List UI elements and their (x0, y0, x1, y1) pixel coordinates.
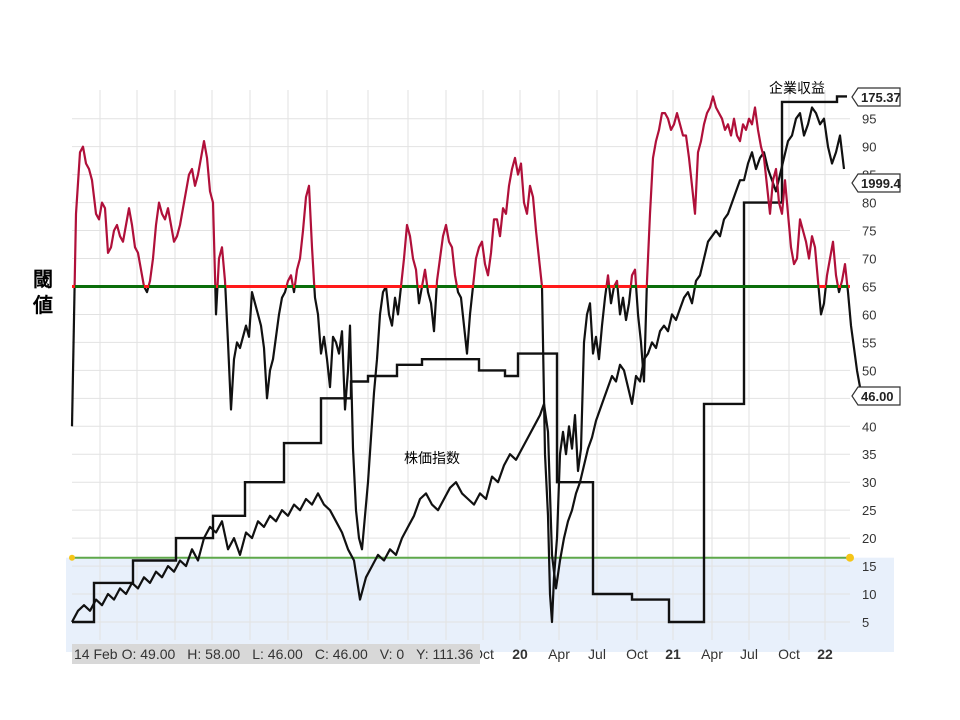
vix-below-threshold-segment (214, 286, 219, 316)
vix-below-threshold-segment (70, 286, 76, 427)
y-tick-label: 50 (862, 363, 876, 378)
y-tick-label: 70 (862, 252, 876, 267)
vix-below-threshold-segment (291, 286, 296, 294)
vix-below-threshold-segment (143, 285, 150, 294)
info-low: L: 46.00 (252, 646, 303, 662)
y-tick-label: 35 (862, 447, 876, 462)
y-tick-label: 60 (862, 307, 876, 322)
x-tick-label: Apr (548, 646, 570, 662)
y-tick-label: 10 (862, 587, 876, 602)
marker-layer (69, 553, 854, 562)
vix-below-threshold-segment (416, 286, 424, 305)
x-tick-label: 21 (665, 646, 681, 662)
band-marker-left (69, 554, 75, 561)
y-tick-label: 80 (862, 196, 876, 211)
vix-above-threshold-segment (629, 268, 638, 287)
vix-below-threshold-segment (836, 286, 842, 294)
stock-index-annotation: 株価指数 (404, 451, 460, 467)
vix-above-threshold-segment (293, 184, 316, 287)
vix-below-threshold-segment (635, 286, 648, 383)
y-tick-label: 5 (862, 615, 869, 630)
vix-above-threshold-segment (824, 240, 840, 287)
vix-above-threshold-segment (147, 140, 217, 287)
info-close: C: 46.00 (314, 646, 368, 662)
vix-below-threshold-segment (817, 286, 827, 316)
info-high: H: 58.00 (187, 646, 241, 662)
threshold-label-char-1: 閾 (33, 267, 53, 291)
band-marker-right (846, 553, 854, 562)
info-volume: V: 0 (379, 646, 405, 662)
y-tick-label: 55 (862, 335, 876, 350)
y-tick-label: 95 (862, 112, 876, 127)
low-band (66, 557, 894, 652)
x-tick-label: Oct (778, 646, 800, 662)
info-y: Y: 111.36 (416, 646, 474, 662)
info-date: 14 Feb (74, 646, 118, 662)
vix-above-threshold-segment (216, 246, 227, 287)
y-axis: 5101520253035404550556065707580859095 (862, 112, 876, 630)
vix-above-threshold-segment (435, 223, 459, 287)
vix-below-threshold-segment (846, 286, 864, 405)
vix-above-threshold-segment (471, 156, 544, 287)
threshold-label: 閾 値 (28, 266, 58, 318)
stock-index-line (71, 106, 846, 623)
y-tick-label: 40 (862, 419, 876, 434)
value-tag-box (851, 386, 901, 406)
vix-above-threshold-segment (420, 268, 429, 287)
vix-below-threshold-segment (426, 286, 438, 333)
vix-below-threshold-segment (616, 286, 632, 322)
value-tag-label: 46.00 (861, 389, 894, 404)
x-tick-label: Oct (626, 646, 648, 662)
vix-above-threshold-segment (285, 274, 295, 287)
value-tag-label: 1999.4 (861, 176, 902, 191)
x-tick-label: Apr (701, 646, 723, 662)
y-tick-label: 20 (862, 531, 876, 546)
x-tick-label: Jul (740, 646, 758, 662)
info-bar: 14 Feb O: 49.00 H: 58.00 L: 46.00 C: 46.… (72, 644, 480, 664)
vix-above-threshold-segment (613, 279, 619, 288)
y-tick-label: 75 (862, 224, 876, 239)
value-tag-label: 175.37 (861, 90, 901, 105)
x-tick-label: 20 (512, 646, 528, 662)
grid (72, 90, 850, 640)
vix-below-threshold-segment (608, 286, 616, 305)
vix-below-threshold-segment (224, 286, 288, 411)
vix-above-threshold-segment (645, 95, 820, 287)
earnings-line (72, 95, 847, 624)
vix-below-threshold-segment (540, 286, 608, 624)
y-tick-label: 65 (862, 279, 876, 294)
y-tick-label: 15 (862, 559, 876, 574)
info-open: O: 49.00 (121, 646, 176, 662)
x-tick-label: 22 (817, 646, 833, 662)
vix-below-threshold-segment (455, 286, 475, 355)
vix-above-threshold-segment (839, 263, 849, 287)
threshold-label-char-2: 値 (33, 293, 53, 317)
y-tick-label: 25 (862, 503, 876, 518)
x-tick-label: Jul (588, 646, 606, 662)
vix-above-threshold-segment (605, 274, 611, 287)
vix-above-threshold-segment (73, 145, 146, 287)
vix-above-threshold-segment (399, 223, 419, 287)
y-tick-label: 90 (862, 140, 876, 155)
series-layer (70, 95, 864, 624)
corporate-earnings-annotation: 企業収益 (769, 81, 825, 97)
value-tag-box (851, 87, 901, 107)
value-tag-box (851, 173, 901, 193)
value-tags: 175.37 1999.4 46.00 (851, 87, 902, 406)
y-tick-label: 30 (862, 475, 876, 490)
x-axis: Oct 20 Apr Jul Oct 21 Apr Jul Oct 22 (472, 646, 833, 662)
